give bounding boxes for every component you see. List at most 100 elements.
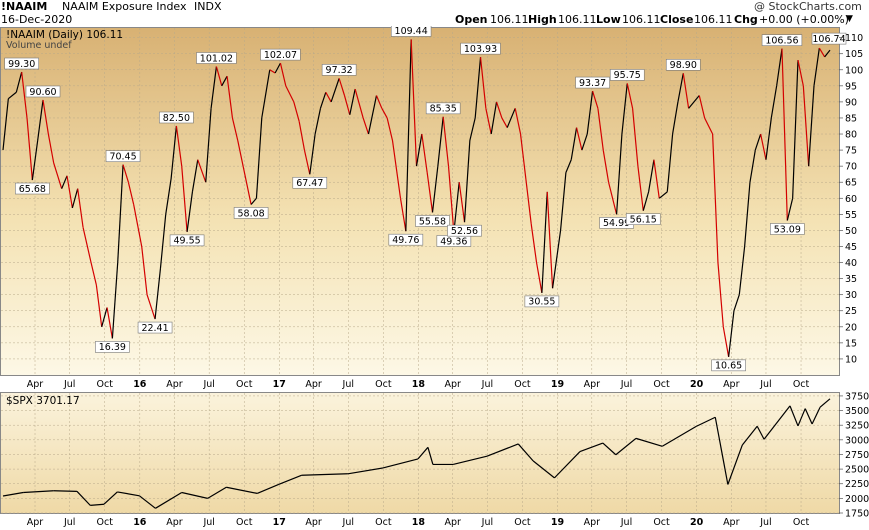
series-segment (722, 326, 730, 357)
x-tick-label: Oct (793, 379, 810, 390)
date-label: 16-Dec-2020 (1, 13, 73, 26)
x-tick-label: Oct (653, 517, 670, 528)
x-tick-label: Jul (63, 517, 75, 528)
annotation-label: 55.58 (419, 216, 446, 227)
series-segment (293, 101, 300, 122)
x-tick-label: Oct (653, 379, 670, 390)
series-segment (117, 491, 140, 497)
annotation-label: 97.32 (326, 65, 353, 76)
series-segment (82, 227, 92, 263)
last-value-box (811, 32, 847, 45)
annotation-label: 109.44 (395, 26, 428, 37)
y-tick-label: 95 (845, 81, 857, 92)
x-tick-label: 18 (412, 379, 426, 390)
naaim-title: !NAAIM (Daily) 106.11 (6, 29, 123, 41)
series-segment (501, 117, 508, 128)
series-segment (717, 262, 724, 327)
x-tick-label: 17 (273, 517, 286, 528)
y-tick-label: 110 (845, 33, 863, 44)
series-segment (279, 62, 287, 86)
series-segment (781, 48, 788, 221)
series-segment (621, 83, 628, 135)
series-segment (186, 191, 194, 232)
naaim-grid (1, 28, 839, 375)
series-segment (763, 405, 791, 440)
series-segment (159, 214, 167, 270)
series-segment (738, 246, 746, 295)
x-tick-label: Jul (202, 517, 214, 528)
series-segment (319, 92, 327, 109)
series-segment (207, 486, 227, 499)
series-segment (407, 39, 412, 135)
series-segment (362, 117, 370, 135)
series-segment (495, 101, 503, 119)
series-segment (797, 60, 804, 86)
x-tick-label: Apr (584, 517, 601, 528)
high-label: High (528, 13, 557, 26)
x-tick-label: Apr (166, 517, 183, 528)
series-segment (453, 182, 460, 233)
annotation-box (425, 102, 461, 115)
x-tick-label: Apr (305, 379, 322, 390)
series-segment (242, 166, 252, 205)
series-segment (437, 116, 444, 167)
x-tick-label: 19 (551, 517, 564, 528)
series-segment (637, 166, 644, 211)
series-segment (301, 473, 348, 476)
annotation-label: 56.15 (630, 214, 657, 225)
series-segment (205, 108, 212, 183)
naaim-annotations: 99.30 65.68 90.60 16.39 70.45 22.41 82.50 49.55… (4, 26, 847, 372)
y-tick-label: 10 (845, 354, 857, 365)
low-label: Low (596, 13, 621, 26)
series-segment (309, 133, 316, 175)
series-segment (269, 69, 276, 74)
series-segment (744, 182, 751, 247)
series-segment (452, 455, 488, 465)
series-segment (417, 446, 429, 460)
annotation-box (105, 150, 141, 163)
series-segment (626, 83, 634, 109)
series-segment (447, 166, 455, 233)
x-tick-label: Jul (620, 379, 632, 390)
series-segment (154, 268, 161, 320)
series-segment (53, 162, 63, 189)
series-segment (255, 117, 263, 199)
series-segment (21, 71, 28, 119)
series-segment (666, 133, 674, 192)
series-segment (122, 164, 129, 183)
spx-y-axis: 1750 2000 2250 2500 2750 3000 3250 3500 3750 (839, 391, 869, 520)
y-tick-label: 65 (845, 178, 857, 189)
x-tick-label: Jul (63, 379, 75, 390)
series-segment (117, 164, 124, 263)
x-tick-label: Oct (375, 379, 392, 390)
series-segment (530, 223, 538, 263)
y-tick-label: 105 (845, 49, 863, 60)
series-segment (818, 47, 826, 58)
annotation-box (25, 85, 61, 98)
annotation-label: 22.41 (141, 323, 168, 334)
header-row-1: !NAAIM NAAIM Exposure Index INDX @ Stock… (0, 0, 869, 13)
annotation-label: 67.47 (296, 178, 323, 189)
annotation-box (260, 48, 301, 61)
y-tick-label: 1750 (845, 509, 869, 520)
x-tick-label: Apr (27, 379, 44, 390)
series-segment (658, 191, 668, 199)
x-tick-label: Jul (202, 379, 214, 390)
series-segment (165, 178, 172, 215)
series-segment (256, 483, 280, 494)
series-segment (66, 175, 73, 209)
y-tick-label: 3750 (845, 391, 869, 402)
y-tick-label: 75 (845, 146, 857, 157)
x-tick-label: Jul (342, 379, 354, 390)
series-segment (415, 133, 423, 167)
x-tick-label: Jul (620, 517, 632, 528)
series-segment (486, 443, 519, 457)
x-tick-label: Apr (584, 379, 601, 390)
close-label: Close (660, 13, 694, 26)
close-value: 106.11 (694, 13, 733, 26)
annotation-box (665, 59, 701, 71)
series-segment (95, 284, 103, 327)
series-segment (615, 437, 637, 456)
spx-series (2, 398, 831, 509)
x-tick-label: Apr (305, 517, 322, 528)
